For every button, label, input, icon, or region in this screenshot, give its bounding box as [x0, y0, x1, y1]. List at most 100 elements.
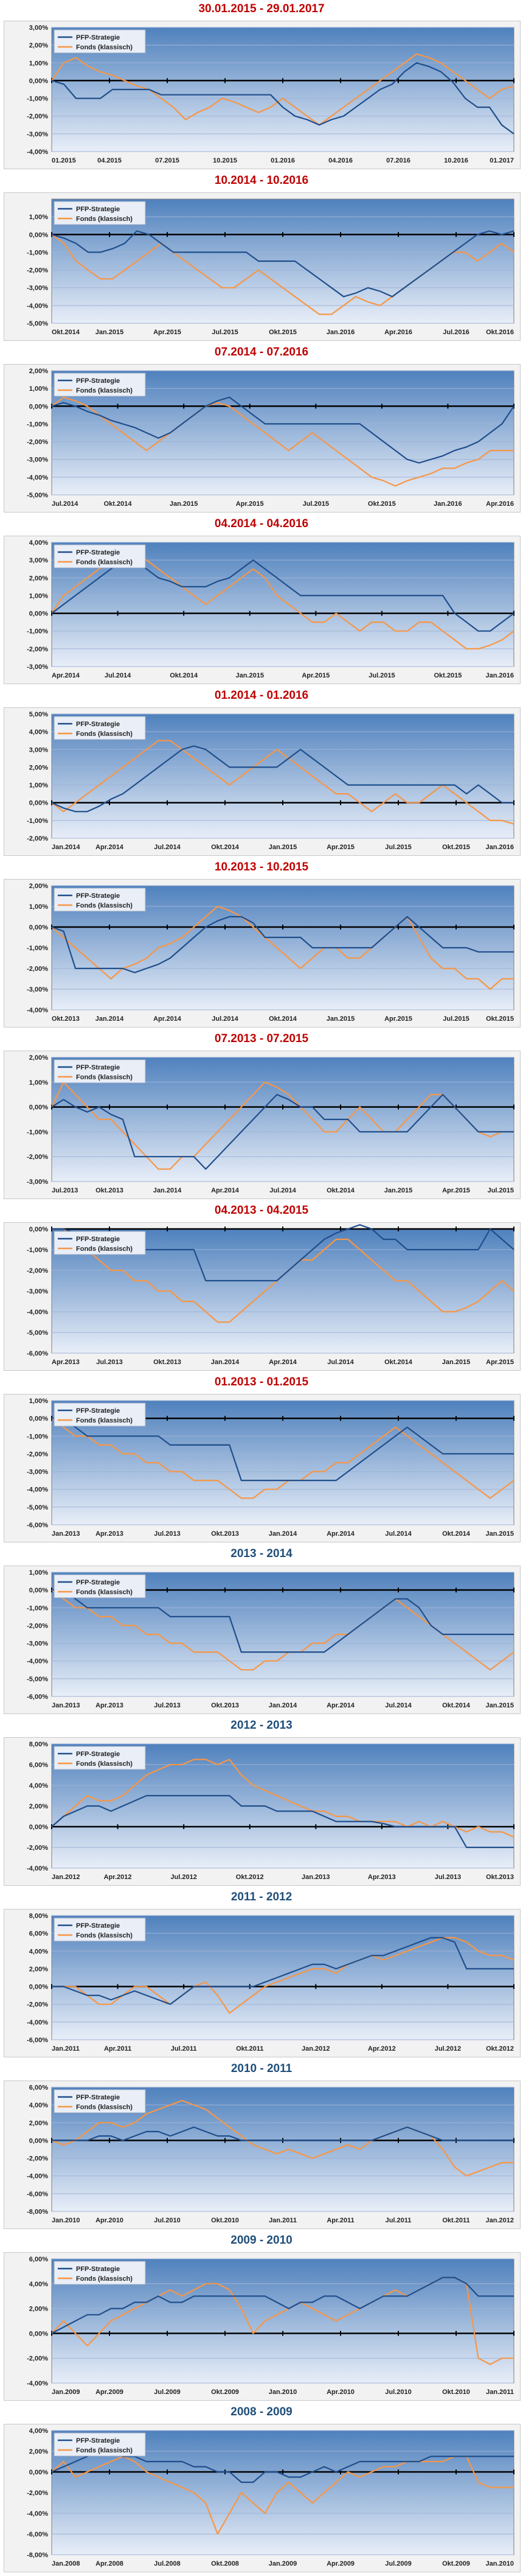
y-tick-label: -5,00% — [27, 320, 48, 327]
chart-title: 2012 - 2013 — [230, 1719, 293, 1732]
y-tick-label: 1,00% — [29, 214, 48, 221]
x-tick-label: Apr.2013 — [95, 1702, 123, 1709]
x-tick-label: 04.2015 — [97, 157, 122, 164]
y-tick-label: 4,00% — [29, 2281, 48, 2288]
y-tick-label: 0,00% — [29, 2469, 48, 2476]
line-chart: 8,00% 6,00% 4,00% 2,00% 0,00% -2,00% -4,00% Jan… — [27, 1741, 514, 1881]
x-tick-label: Apr.2011 — [104, 2045, 131, 2053]
legend — [54, 1402, 146, 1427]
y-tick-label: -2,00% — [27, 2490, 48, 2497]
line-chart: 1,00% 0,00% -1,00% -2,00% -3,00% -4,00% -5,00%… — [27, 1569, 514, 1709]
legend — [54, 1574, 146, 1598]
series-line-pfp — [52, 1937, 514, 2005]
x-tick-label: Jul.2009 — [385, 2560, 411, 2567]
x-tick-label: Jan.2016 — [486, 672, 514, 679]
legend-label: PFP-Strategie — [76, 2266, 120, 2273]
y-tick-label: 0,00% — [29, 2330, 48, 2337]
chart-title: 2009 - 2010 — [230, 2234, 293, 2247]
x-tick-label: Okt.2015 — [434, 672, 462, 679]
x-tick-label: Okt.2008 — [211, 2560, 239, 2567]
y-tick-label: 2,00% — [29, 1965, 48, 1973]
x-tick-label: Okt.2013 — [486, 1874, 514, 1881]
y-tick-label: 0,00% — [29, 1984, 48, 1991]
chart-title: 07.2013 - 07.2015 — [214, 1032, 309, 1045]
y-tick-label: 2,00% — [29, 2448, 48, 2455]
y-tick-label: 2,00% — [29, 883, 48, 890]
x-tick-label: Jan.2015 — [327, 1015, 355, 1023]
series-line-pfp — [51, 2277, 514, 2334]
x-tick-label: Jan.2009 — [269, 2560, 297, 2567]
legend — [54, 201, 146, 225]
y-tick-label: -4,00% — [27, 1309, 48, 1316]
y-tick-label: 0,00% — [29, 611, 48, 618]
chart-title: 04.2014 - 04.2016 — [214, 517, 309, 530]
y-tick-label: -3,00% — [27, 986, 48, 993]
y-tick-label: -2,00% — [27, 439, 48, 446]
y-tick-label: -1,00% — [27, 421, 48, 428]
x-tick-label: Okt.2014 — [384, 1359, 413, 1366]
y-tick-label: -1,00% — [27, 628, 48, 635]
x-tick-label: Okt.2014 — [269, 1015, 297, 1023]
legend-label: PFP-Strategie — [76, 377, 120, 385]
y-tick-label: -2,00% — [27, 965, 48, 973]
x-tick-label: Apr.2010 — [95, 2217, 123, 2224]
x-tick-label: Jan.2010 — [486, 2560, 514, 2567]
chart-title: 01.2014 - 01.2016 — [214, 689, 309, 702]
x-tick-label: Jan.2015 — [170, 500, 198, 508]
legend-label: Fonds (klassisch) — [76, 2104, 133, 2111]
x-tick-label: Apr.2009 — [327, 2560, 355, 2567]
legend — [54, 544, 146, 569]
x-tick-label: Jul.2008 — [154, 2560, 180, 2567]
x-tick-label: Okt.2015 — [486, 1015, 514, 1023]
legend — [54, 29, 146, 54]
x-tick-label: Jan.2015 — [442, 1359, 470, 1366]
y-tick-label: -1,00% — [27, 1433, 48, 1440]
x-tick-label: Apr.2011 — [327, 2217, 354, 2224]
x-tick-label: Okt.2014 — [170, 672, 198, 679]
x-tick-label: Apr.2015 — [153, 329, 181, 336]
line-chart: 6,00% 4,00% 2,00% 0,00% -2,00% -4,00% Jan.2009… — [27, 2256, 514, 2396]
y-tick-label: -6,00% — [27, 1522, 48, 1529]
x-tick-label: 01.2015 — [52, 157, 76, 164]
x-tick-label: 04.2016 — [328, 157, 353, 164]
x-tick-label: 01.2017 — [490, 157, 514, 164]
x-tick-label: Jan.2013 — [52, 1702, 80, 1709]
x-tick-label: Okt.2014 — [104, 500, 133, 508]
line-chart: 2,00% 1,00% 0,00% -1,00% -2,00% -3,00% Jul.201… — [27, 1054, 514, 1194]
y-tick-label: 0,00% — [29, 1587, 48, 1594]
x-tick-label: Jul.2014 — [52, 500, 78, 508]
y-tick-label: 0,00% — [29, 1415, 48, 1423]
x-tick-label: Jul.2012 — [170, 1874, 196, 1881]
x-tick-label: Apr.2010 — [327, 2389, 355, 2396]
y-tick-label: -4,00% — [27, 1007, 48, 1014]
x-tick-label: Jan.2015 — [235, 672, 263, 679]
x-tick-label: Okt.2015 — [269, 329, 297, 336]
x-tick-label: Okt.2014 — [52, 329, 80, 336]
x-tick-label: Apr.2012 — [104, 1874, 132, 1881]
x-tick-label: Okt.2010 — [442, 2389, 470, 2396]
y-tick-label: -2,00% — [27, 1153, 48, 1161]
y-tick-label: 1,00% — [29, 1398, 48, 1405]
y-tick-label: -2,00% — [27, 2155, 48, 2163]
y-tick-label: 6,00% — [29, 2084, 48, 2091]
x-tick-label: Okt.2011 — [236, 2045, 263, 2053]
x-tick-label: Apr.2015 — [327, 844, 355, 851]
chart-area: 1,00% 0,00% -1,00% -2,00% -3,00% -4,00% -5,00%… — [4, 1566, 521, 1714]
x-tick-label: 10.2016 — [444, 157, 468, 164]
x-tick-label: Jul.2010 — [385, 2389, 411, 2396]
chart-title: 2013 - 2014 — [230, 1547, 293, 1560]
y-tick-label: 0,00% — [29, 403, 48, 410]
y-tick-label: 0,00% — [29, 1226, 48, 1233]
chart-title: 2011 - 2012 — [230, 1891, 293, 1903]
y-tick-label: -6,00% — [27, 2037, 48, 2044]
x-tick-label: Jul.2015 — [488, 1187, 514, 1194]
y-tick-label: -2,00% — [27, 2355, 48, 2362]
x-tick-label: Jul.2015 — [303, 500, 329, 508]
x-tick-label: 07.2016 — [386, 157, 410, 164]
line-chart: 2,00% 1,00% 0,00% -1,00% -2,00% -3,00% -4,00% O… — [27, 883, 514, 1023]
series-line-fonds — [52, 1937, 514, 2014]
x-tick-label: Jan.2014 — [95, 1015, 124, 1023]
chart-area: 8,00% 6,00% 4,00% 2,00% 0,00% -2,00% -4,00% -6,… — [4, 1909, 521, 2057]
y-tick-label: 1,00% — [29, 1569, 48, 1577]
